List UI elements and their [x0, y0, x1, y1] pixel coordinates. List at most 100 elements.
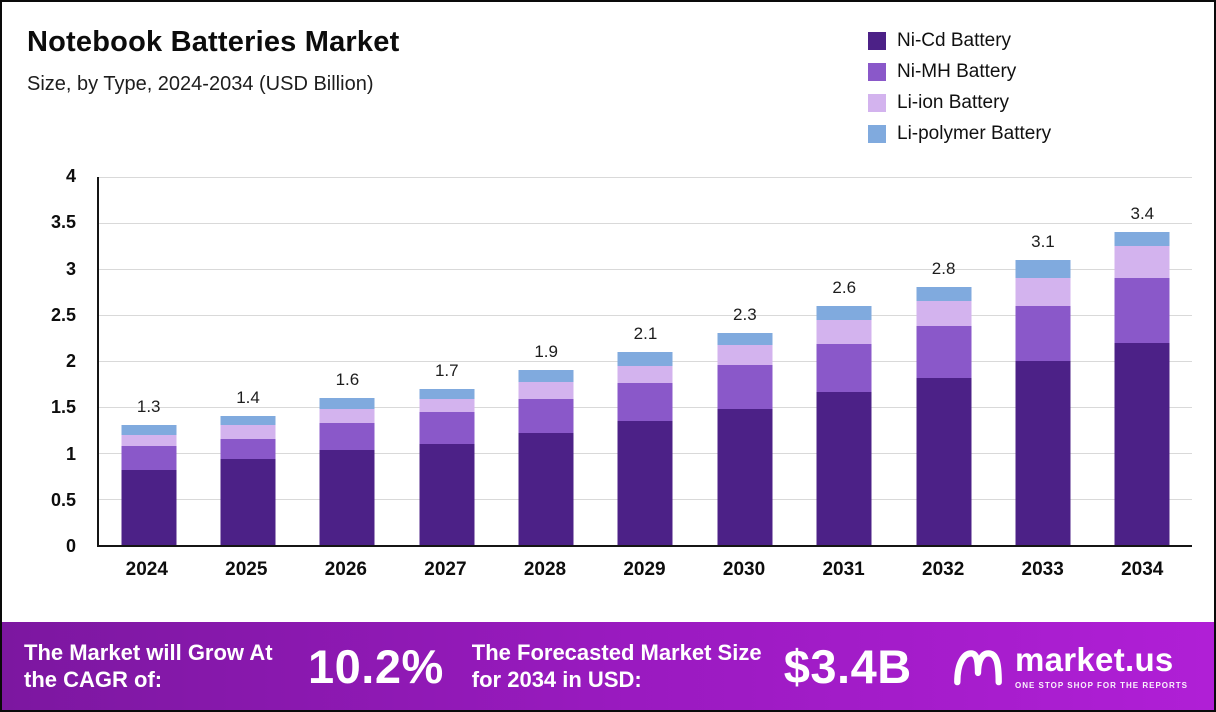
- chart-title: Notebook Batteries Market: [27, 26, 400, 58]
- bar-segment-2034: [1114, 278, 1170, 343]
- x-axis-labels: 2024 2025 2026 2027 2028 2029 2030 2031 2032 2033…: [97, 559, 1192, 581]
- bar-segment-2033: [1015, 278, 1071, 306]
- brand-tagline: ONE STOP SHOP FOR THE REPORTS: [1014, 680, 1188, 690]
- bar-2033: [1015, 177, 1071, 545]
- chart-header: Notebook Batteries Market Size, by Type,…: [27, 26, 399, 96]
- x-tick-label-2034: 2034: [1121, 559, 1164, 580]
- bar-segment-2027: [419, 443, 475, 545]
- y-tick-label: 3: [65, 258, 76, 279]
- x-tick-label-2030: 2030: [722, 559, 766, 580]
- gridline: [99, 268, 1192, 270]
- legend-swatch-icon: [868, 63, 886, 81]
- legend-label: Li-polymer Battery: [897, 123, 1052, 144]
- bar-total-label: 1.7: [434, 360, 459, 380]
- bar-group-2031: 2.6: [795, 177, 894, 545]
- legend-item: Ni-MH Battery: [868, 61, 1051, 83]
- bar-2024: [121, 177, 177, 545]
- legend: Ni-Cd Battery Ni-MH Battery Li-ion Battery…: [868, 30, 1051, 145]
- bar-total-label: 2.8: [931, 259, 956, 279]
- gridline: [99, 314, 1192, 316]
- y-tick-label: 3.5: [50, 212, 76, 233]
- y-axis-labels: 0 0.5 1 1.5 2 2.5 3 3.5 4: [22, 166, 88, 556]
- y-tick-label: 0: [65, 536, 76, 556]
- bar-group-2027: 1.7: [397, 177, 496, 545]
- bar-group-2030: 2.3: [695, 177, 794, 545]
- bar-total-label: 1.4: [236, 388, 260, 408]
- y-tick-label: 1.5: [50, 397, 76, 418]
- bar-total-label: 1.6: [335, 369, 360, 389]
- y-tick-label: 2: [65, 351, 76, 371]
- plot-area: 1.3 1.4 1.6 1.7 1.9 2.1 2.3 2.6 2.8 3.1 3.4: [97, 176, 1192, 547]
- forecast-value: $3.4B: [783, 639, 912, 693]
- bar-segment-2030: [717, 345, 773, 365]
- x-tick-label-2027: 2027: [424, 559, 467, 580]
- bar-segment-2024: [121, 469, 177, 545]
- bar-2030: [717, 177, 773, 545]
- bar-segment-2026: [319, 450, 375, 545]
- bar-segment-2029: [617, 351, 673, 366]
- x-tick-label-2026: 2026: [324, 559, 367, 580]
- brand-logo: market.us ONE STOP SHOP FOR THE REPORTS: [952, 643, 1192, 690]
- x-tick-label-2031: 2031: [822, 559, 865, 580]
- bar-2027: [419, 177, 475, 545]
- legend-swatch-icon: [868, 94, 886, 112]
- bar-segment-2029: [617, 383, 673, 421]
- bar-group-2028: 1.9: [496, 177, 595, 545]
- y-tick-label: 2.5: [50, 304, 76, 325]
- bar-2031: [816, 177, 872, 545]
- x-tick-label-2032: 2032: [922, 559, 965, 580]
- bar-segment-2034: [1114, 342, 1170, 545]
- bar-2025: [220, 177, 276, 545]
- bar-total-label: 2.3: [733, 305, 757, 325]
- legend-item: Ni-Cd Battery: [868, 30, 1051, 52]
- bar-group-2026: 1.6: [298, 177, 397, 545]
- bar-2032: [916, 177, 972, 545]
- legend-label: Ni-MH Battery: [897, 61, 1017, 82]
- x-tick-label-2033: 2033: [1021, 559, 1064, 580]
- y-tick-label: 1: [65, 443, 76, 464]
- bar-segment-2031: [816, 392, 872, 545]
- legend-label: Ni-Cd Battery: [897, 30, 1012, 51]
- x-tick-label-2025: 2025: [225, 559, 268, 580]
- bar-segment-2028: [518, 382, 574, 399]
- bar-group-2024: 1.3: [99, 177, 198, 545]
- y-tick-label: 0.5: [50, 489, 76, 510]
- bar-2034: [1114, 177, 1170, 545]
- bar-segment-2029: [617, 420, 673, 545]
- x-tick-label-2028: 2028: [523, 559, 567, 580]
- gridline: [99, 222, 1192, 224]
- bar-group-2029: 2.1: [596, 177, 695, 545]
- marketus-logo-icon: [954, 650, 1002, 686]
- bar-segment-2033: [1015, 305, 1071, 361]
- chart-subtitle: Size, by Type, 2024-2034 (USD Billion): [27, 73, 374, 95]
- bar-segment-2030: [717, 333, 773, 346]
- bar-segment-2030: [717, 408, 773, 545]
- bar-group-2033: 3.1: [993, 177, 1092, 545]
- bar-2028: [518, 177, 574, 545]
- bar-total-label: 3.1: [1031, 231, 1055, 251]
- bar-segment-2024: [121, 445, 177, 470]
- bar-segment-2031: [816, 344, 872, 393]
- cagr-value: 10.2%: [308, 639, 444, 693]
- bar-segment-2026: [319, 397, 375, 409]
- bar-segment-2033: [1015, 259, 1071, 279]
- bar-segment-2024: [121, 425, 177, 435]
- bar-2026: [319, 177, 375, 545]
- bar-segment-2032: [916, 378, 972, 545]
- bar-2029: [617, 177, 673, 545]
- brand-name: market.us: [1014, 640, 1174, 678]
- bar-segment-2028: [518, 370, 574, 383]
- bar-segment-2034: [1114, 246, 1170, 279]
- footer-banner: The Market will Grow At the CAGR of: 10.…: [2, 622, 1214, 710]
- bar-segment-2024: [121, 434, 177, 446]
- bar-group-2025: 1.4: [198, 177, 297, 545]
- bar-segment-2032: [916, 326, 972, 379]
- bar-total-label: 2.6: [832, 277, 857, 297]
- bar-total-label: 2.1: [633, 323, 658, 343]
- bar-segment-2033: [1015, 361, 1071, 545]
- bar-segment-2025: [220, 459, 276, 545]
- bar-segment-2026: [319, 408, 375, 423]
- bar-segment-2031: [816, 319, 872, 345]
- legend-swatch-icon: [868, 125, 886, 143]
